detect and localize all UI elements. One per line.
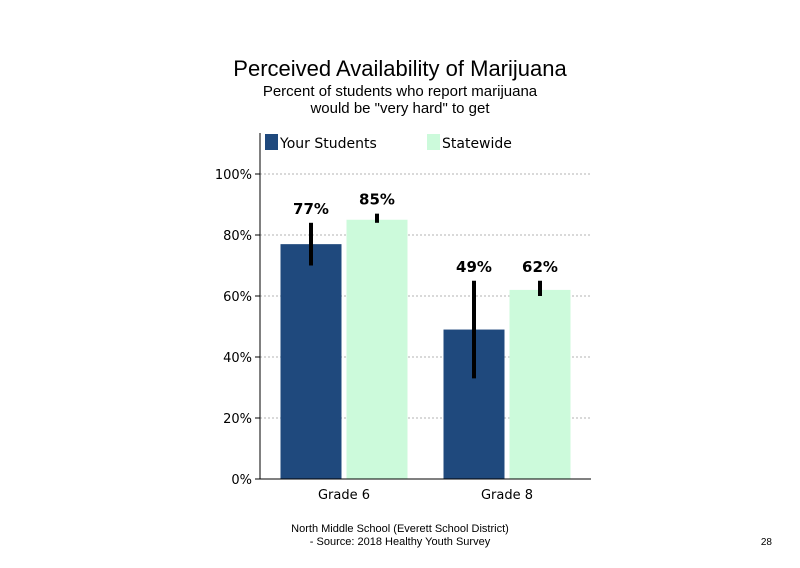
y-tick-label: 60%	[223, 290, 252, 305]
chart-subtitle: Percent of students who report marijuana…	[0, 83, 800, 117]
page-number: 28	[760, 537, 772, 548]
y-tick-label: 40%	[223, 351, 252, 366]
legend-label: Your Students	[279, 136, 377, 152]
y-tick-label: 100%	[215, 168, 252, 183]
source-footer: North Middle School (Everett School Dist…	[230, 523, 570, 549]
bar	[346, 219, 408, 479]
legend-swatch	[265, 134, 278, 150]
x-category-label: Grade 8	[481, 488, 533, 503]
y-tick-label: 20%	[223, 412, 252, 427]
footer-source: - Source: 2018 Healthy Youth Survey	[309, 536, 491, 548]
bar	[509, 289, 571, 479]
data-label: 62%	[522, 258, 558, 276]
y-tick-label: 80%	[223, 229, 252, 244]
legend-swatch	[427, 134, 440, 150]
legend-label: Statewide	[442, 136, 512, 152]
y-tick-label: 0%	[231, 473, 252, 488]
data-label: 85%	[359, 191, 395, 209]
data-label: 49%	[456, 258, 492, 276]
subtitle-line-2: would be "very hard" to get	[310, 100, 490, 117]
subtitle-line-1: Percent of students who report marijuana	[262, 83, 538, 100]
footer-school: North Middle School (Everett School Dist…	[291, 523, 509, 535]
x-category-label: Grade 6	[318, 488, 370, 503]
bar	[280, 244, 342, 479]
data-label: 77%	[293, 200, 329, 218]
chart-title: Perceived Availability of Marijuana	[233, 56, 567, 81]
